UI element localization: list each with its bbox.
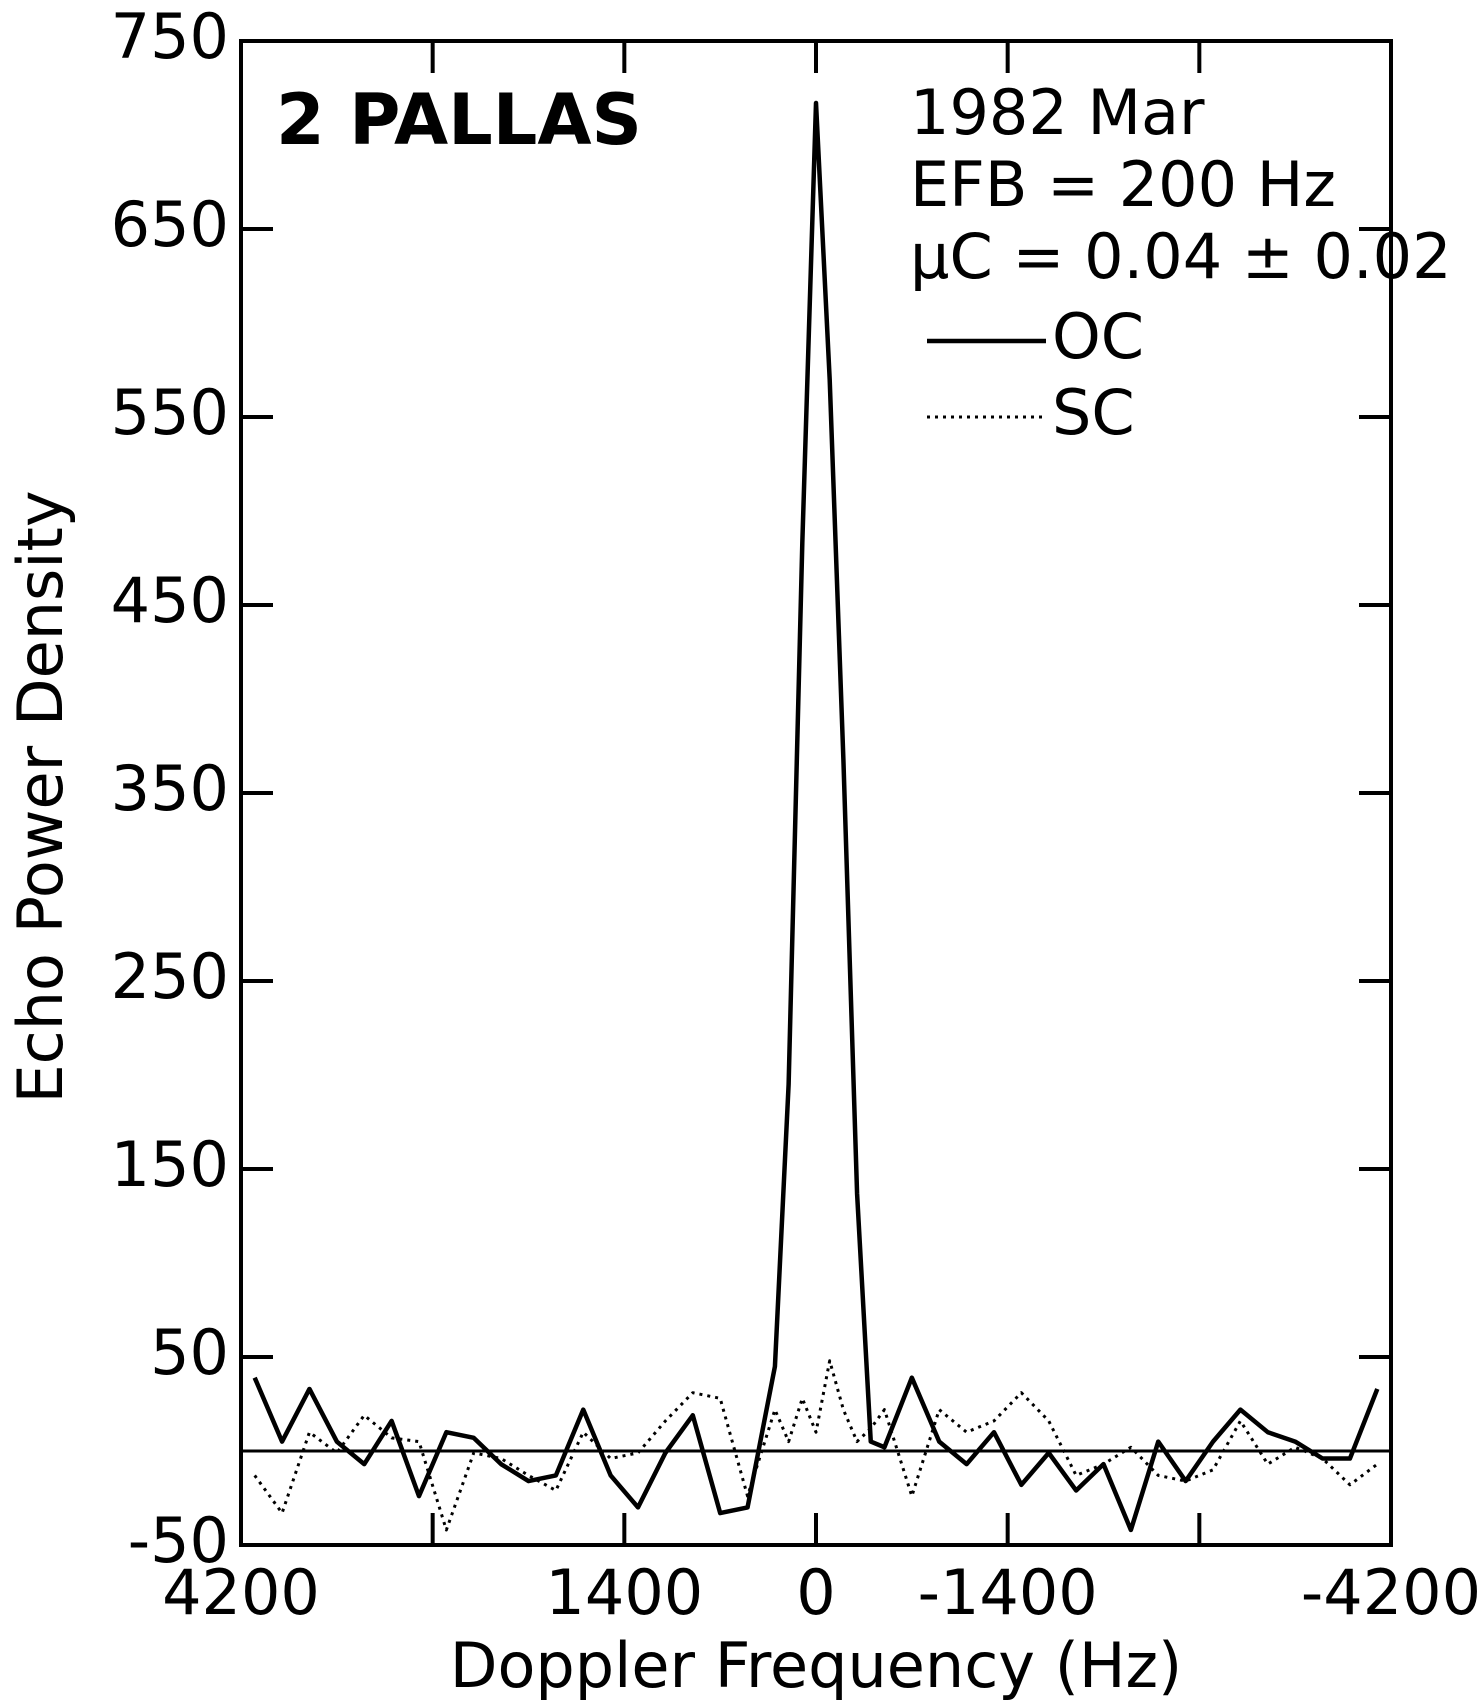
- annotation: EFB = 200 Hz: [910, 148, 1336, 221]
- annotation: μC = 0.04 ± 0.02: [910, 220, 1452, 293]
- chart-title: 2 PALLAS: [276, 79, 642, 161]
- y-tick-label: -50: [128, 1504, 229, 1577]
- y-tick-label: 550: [111, 376, 229, 449]
- x-tick-label: 4200: [162, 1556, 320, 1629]
- series-line: [253, 1359, 1379, 1532]
- legend-label: OC: [1052, 300, 1144, 373]
- y-tick-label: 450: [111, 564, 229, 637]
- y-axis-title: Echo Power Density: [4, 490, 77, 1103]
- x-axis-title: Doppler Frequency (Hz): [450, 1629, 1183, 1701]
- x-tick-label: 1400: [545, 1556, 703, 1629]
- y-tick-label: 250: [111, 940, 229, 1013]
- y-tick-label: 50: [150, 1316, 229, 1389]
- x-tick-label: -1400: [918, 1556, 1098, 1629]
- x-tick-label: 0: [796, 1556, 835, 1629]
- y-tick-label: 750: [111, 0, 229, 73]
- annotation: 1982 Mar: [910, 76, 1205, 149]
- legend-label: SC: [1052, 376, 1135, 449]
- series-line: [252, 100, 1380, 1533]
- y-tick-label: 650: [111, 188, 229, 261]
- x-tick-label: -4200: [1301, 1556, 1481, 1629]
- y-tick-label: 150: [111, 1128, 229, 1201]
- y-tick-label: 350: [111, 752, 229, 825]
